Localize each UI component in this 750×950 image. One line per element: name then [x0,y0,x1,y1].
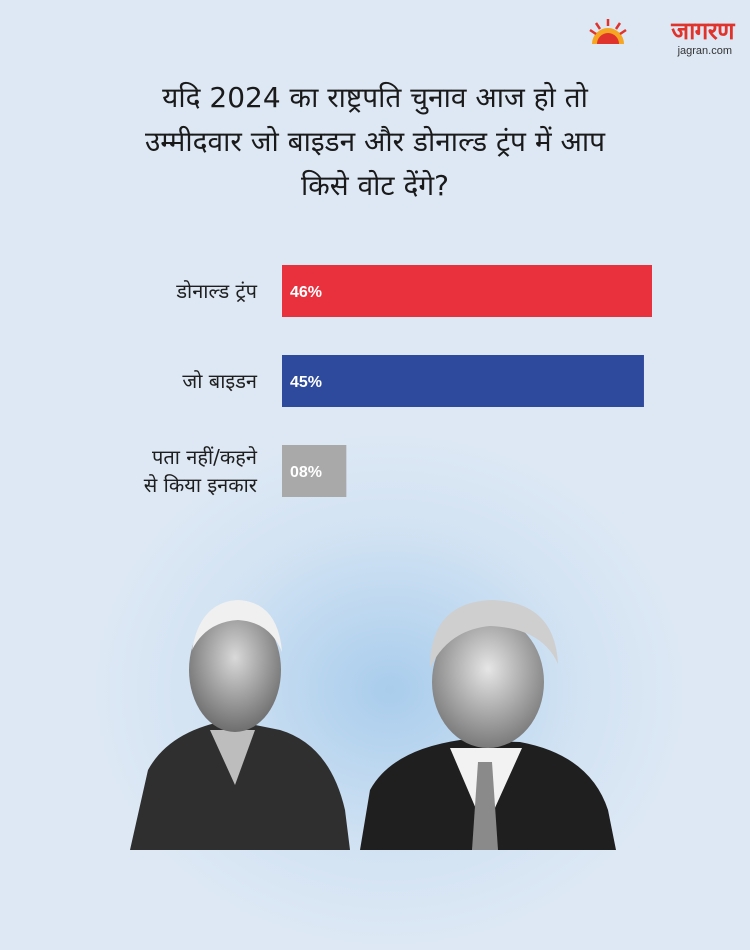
right-portrait [360,600,616,850]
title-line: किसे वोट देंगे? [301,169,449,202]
candidates-photo [130,600,616,850]
bar-value-label: 46% [290,284,322,301]
sun-logo-icon [589,19,627,44]
brand-logo[interactable]: जागरण jagran.com [584,14,734,64]
page-title: यदि 2024 का राष्ट्रपति चुनाव आज हो तो उम… [40,76,710,208]
brand-name: जागरण [671,17,734,45]
left-portrait [130,600,350,850]
category-label: पता नहीं/कहने [152,445,258,469]
category-label: जो बाइडन [182,369,257,393]
bar-2 [282,445,347,497]
bar-0 [282,265,652,317]
title-line: यदि 2024 का राष्ट्रपति चुनाव आज हो तो [162,81,588,114]
bar-1 [282,355,644,407]
poll-bar-chart: 46% डोनाल्ड ट्रंप 45% जो बाइडन 08% पता नहीं/क… [144,265,652,497]
title-line: उम्मीदवार जो बाइडन और डोनाल्ड ट्रंप में … [144,125,606,158]
category-label: डोनाल्ड ट्रंप [175,279,257,303]
brand-site: jagran.com [677,45,732,57]
bar-value-label: 08% [290,464,322,481]
bar-value-label: 45% [290,374,322,391]
category-label: से किया इनकार [144,473,258,497]
